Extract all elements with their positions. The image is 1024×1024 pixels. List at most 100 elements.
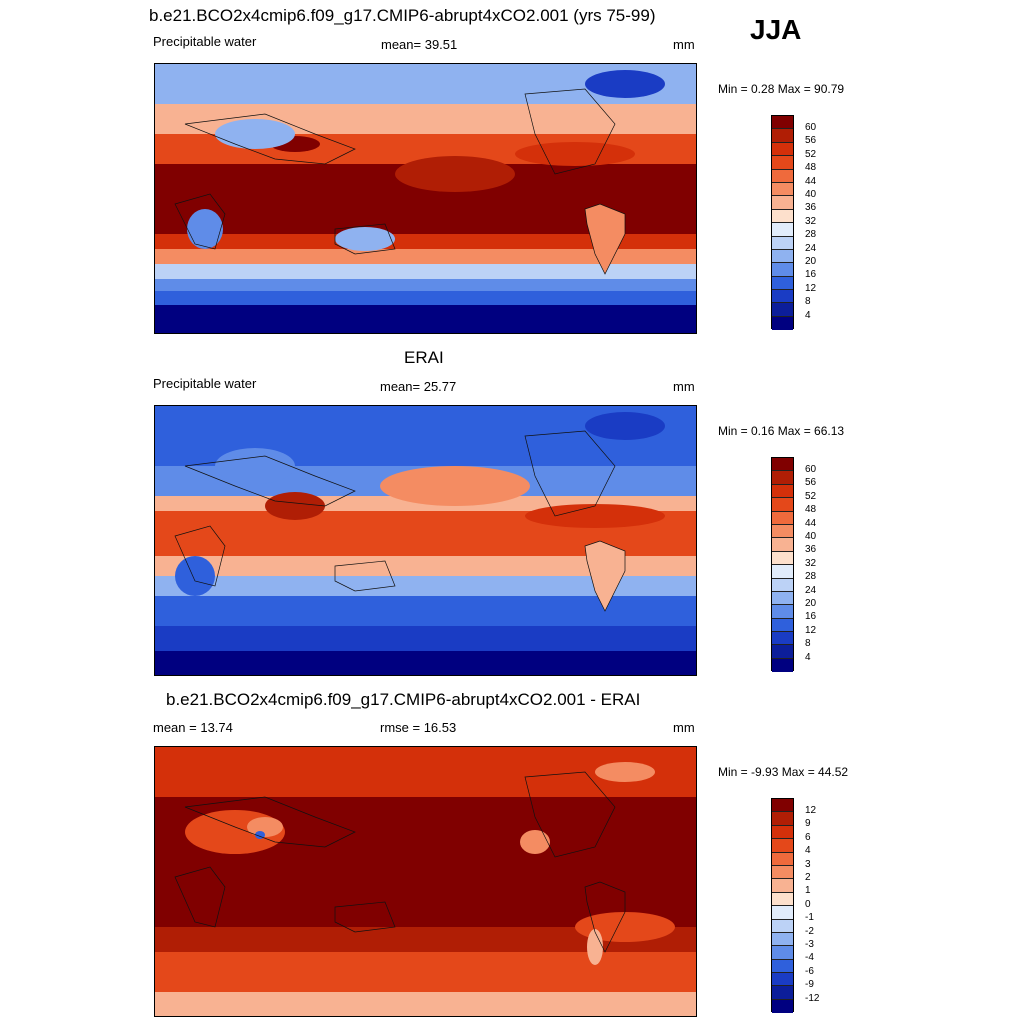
colorbar-tick-label: 8 [805, 638, 811, 650]
colorbar-tick-label: 28 [805, 229, 817, 241]
colorbar-tick-label: 56 [805, 135, 817, 147]
colorbar-swatch [772, 839, 793, 853]
colorbar-swatch [772, 565, 793, 579]
colorbar-swatch [772, 484, 793, 499]
colorbar-tick-label: 36 [805, 202, 817, 214]
colorbar-tick-label: 32 [805, 215, 817, 227]
colorbar-tick-label: 4 [805, 651, 811, 663]
colorbar-swatch [772, 591, 793, 606]
colorbar-swatch [772, 196, 793, 210]
colorbar-swatch [772, 538, 793, 552]
colorbar-tick-label: 12 [805, 805, 817, 816]
colorbar-tick-label: 44 [805, 517, 817, 529]
colorbar-tick-label: 48 [805, 504, 817, 516]
colorbar-swatch [772, 973, 793, 987]
panel2-mean: mean= 25.77 [380, 379, 457, 394]
colorbar-tick-label: 0 [805, 898, 811, 910]
panel2-minmax: Min = 0.16 Max = 66.13 [718, 424, 845, 438]
colorbar-tick-label: 20 [805, 256, 817, 267]
panel1-minmax: Min = 0.28 Max = 90.79 [718, 82, 845, 96]
colorbar-tick-label: 2 [805, 872, 811, 883]
colorbar-swatch [772, 182, 793, 197]
colorbar-swatch [772, 156, 793, 170]
colorbar-swatch [772, 511, 793, 525]
colorbar-tick-label: 52 [805, 490, 817, 502]
colorbar-swatch [772, 249, 793, 264]
colorbar-tick-label: 12 [805, 624, 817, 636]
colorbar-tick-label: -3 [805, 939, 814, 950]
colorbar-tick-label: 12 [805, 282, 817, 294]
colorbar-swatch [772, 116, 793, 130]
panel2-colorbar [771, 457, 794, 673]
colorbar-swatch [772, 223, 793, 237]
colorbar-swatch [772, 605, 793, 619]
colorbar-swatch [772, 632, 793, 646]
season-label: JJA [750, 14, 802, 45]
colorbar-tick-label: 24 [805, 584, 817, 596]
panel2-map [154, 405, 697, 676]
panel3-mean: mean = 13.74 [153, 720, 233, 735]
colorbar-tick-label: 4 [805, 845, 811, 857]
colorbar-tick-label: -4 [805, 952, 814, 964]
colorbar-swatch [772, 959, 793, 974]
panel3-minmax: Min = -9.93 Max = 44.52 [718, 765, 849, 779]
colorbar-tick-label: 9 [805, 818, 811, 830]
colorbar-swatch [772, 892, 793, 907]
colorbar-swatch [772, 458, 793, 472]
panel3-units: mm [673, 720, 695, 735]
colorbar-swatch [772, 263, 793, 277]
colorbar-swatch [772, 825, 793, 840]
colorbar-swatch [772, 129, 793, 143]
colorbar-tick-label: 16 [805, 269, 817, 281]
colorbar-tick-label: -6 [805, 965, 814, 977]
panel1-mean: mean= 39.51 [381, 37, 458, 52]
panel2-units: mm [673, 379, 695, 394]
colorbar-swatch [772, 986, 793, 1000]
colorbar-tick-label: 6 [805, 831, 811, 843]
colorbar-swatch [772, 276, 793, 291]
colorbar-tick-label: 32 [805, 557, 817, 569]
colorbar-swatch [772, 658, 793, 673]
colorbar-tick-label: 44 [805, 175, 817, 187]
colorbar-tick-label: -1 [805, 912, 814, 924]
colorbar-swatch [772, 879, 793, 893]
colorbar-swatch [772, 142, 793, 157]
colorbar-swatch [772, 906, 793, 920]
colorbar-swatch [772, 209, 793, 224]
colorbar-tick-label: -9 [805, 979, 814, 991]
colorbar-swatch [772, 999, 793, 1014]
colorbar-tick-label: 1 [805, 885, 811, 897]
colorbar-swatch [772, 551, 793, 566]
colorbar-swatch [772, 799, 793, 813]
colorbar-swatch [772, 645, 793, 659]
colorbar-tick-label: 4 [805, 309, 811, 321]
colorbar-tick-label: 36 [805, 544, 817, 556]
colorbar-tick-label: 52 [805, 148, 817, 160]
panel1-units: mm [673, 37, 695, 52]
colorbar-swatch [772, 524, 793, 539]
panel1-title: b.e21.BCO2x4cmip6.f09_g17.CMIP6-abrupt4x… [149, 6, 656, 25]
colorbar-tick-label: 60 [805, 464, 817, 475]
colorbar-swatch [772, 618, 793, 633]
colorbar-tick-label: 20 [805, 598, 817, 609]
colorbar-tick-label: 16 [805, 611, 817, 623]
colorbar-swatch [772, 932, 793, 947]
colorbar-swatch [772, 498, 793, 512]
colorbar-tick-label: 40 [805, 531, 817, 542]
colorbar-swatch [772, 812, 793, 826]
panel3-rmse: rmse = 16.53 [380, 720, 457, 735]
colorbar-swatch [772, 169, 793, 183]
panel3-title: b.e21.BCO2x4cmip6.f09_g17.CMIP6-abrupt4x… [166, 690, 641, 709]
panel1-left-label: Precipitable water [153, 34, 257, 49]
colorbar-tick-label: 56 [805, 477, 817, 489]
colorbar-swatch [772, 303, 793, 317]
colorbar-swatch [772, 471, 793, 485]
colorbar-tick-label: 3 [805, 858, 811, 870]
colorbar-swatch [772, 578, 793, 592]
colorbar-swatch [772, 865, 793, 880]
panel1-colorbar [771, 115, 794, 331]
colorbar-swatch [772, 919, 793, 933]
panel2-title: ERAI [404, 348, 444, 367]
colorbar-tick-label: 48 [805, 162, 817, 174]
colorbar-swatch [772, 316, 793, 331]
